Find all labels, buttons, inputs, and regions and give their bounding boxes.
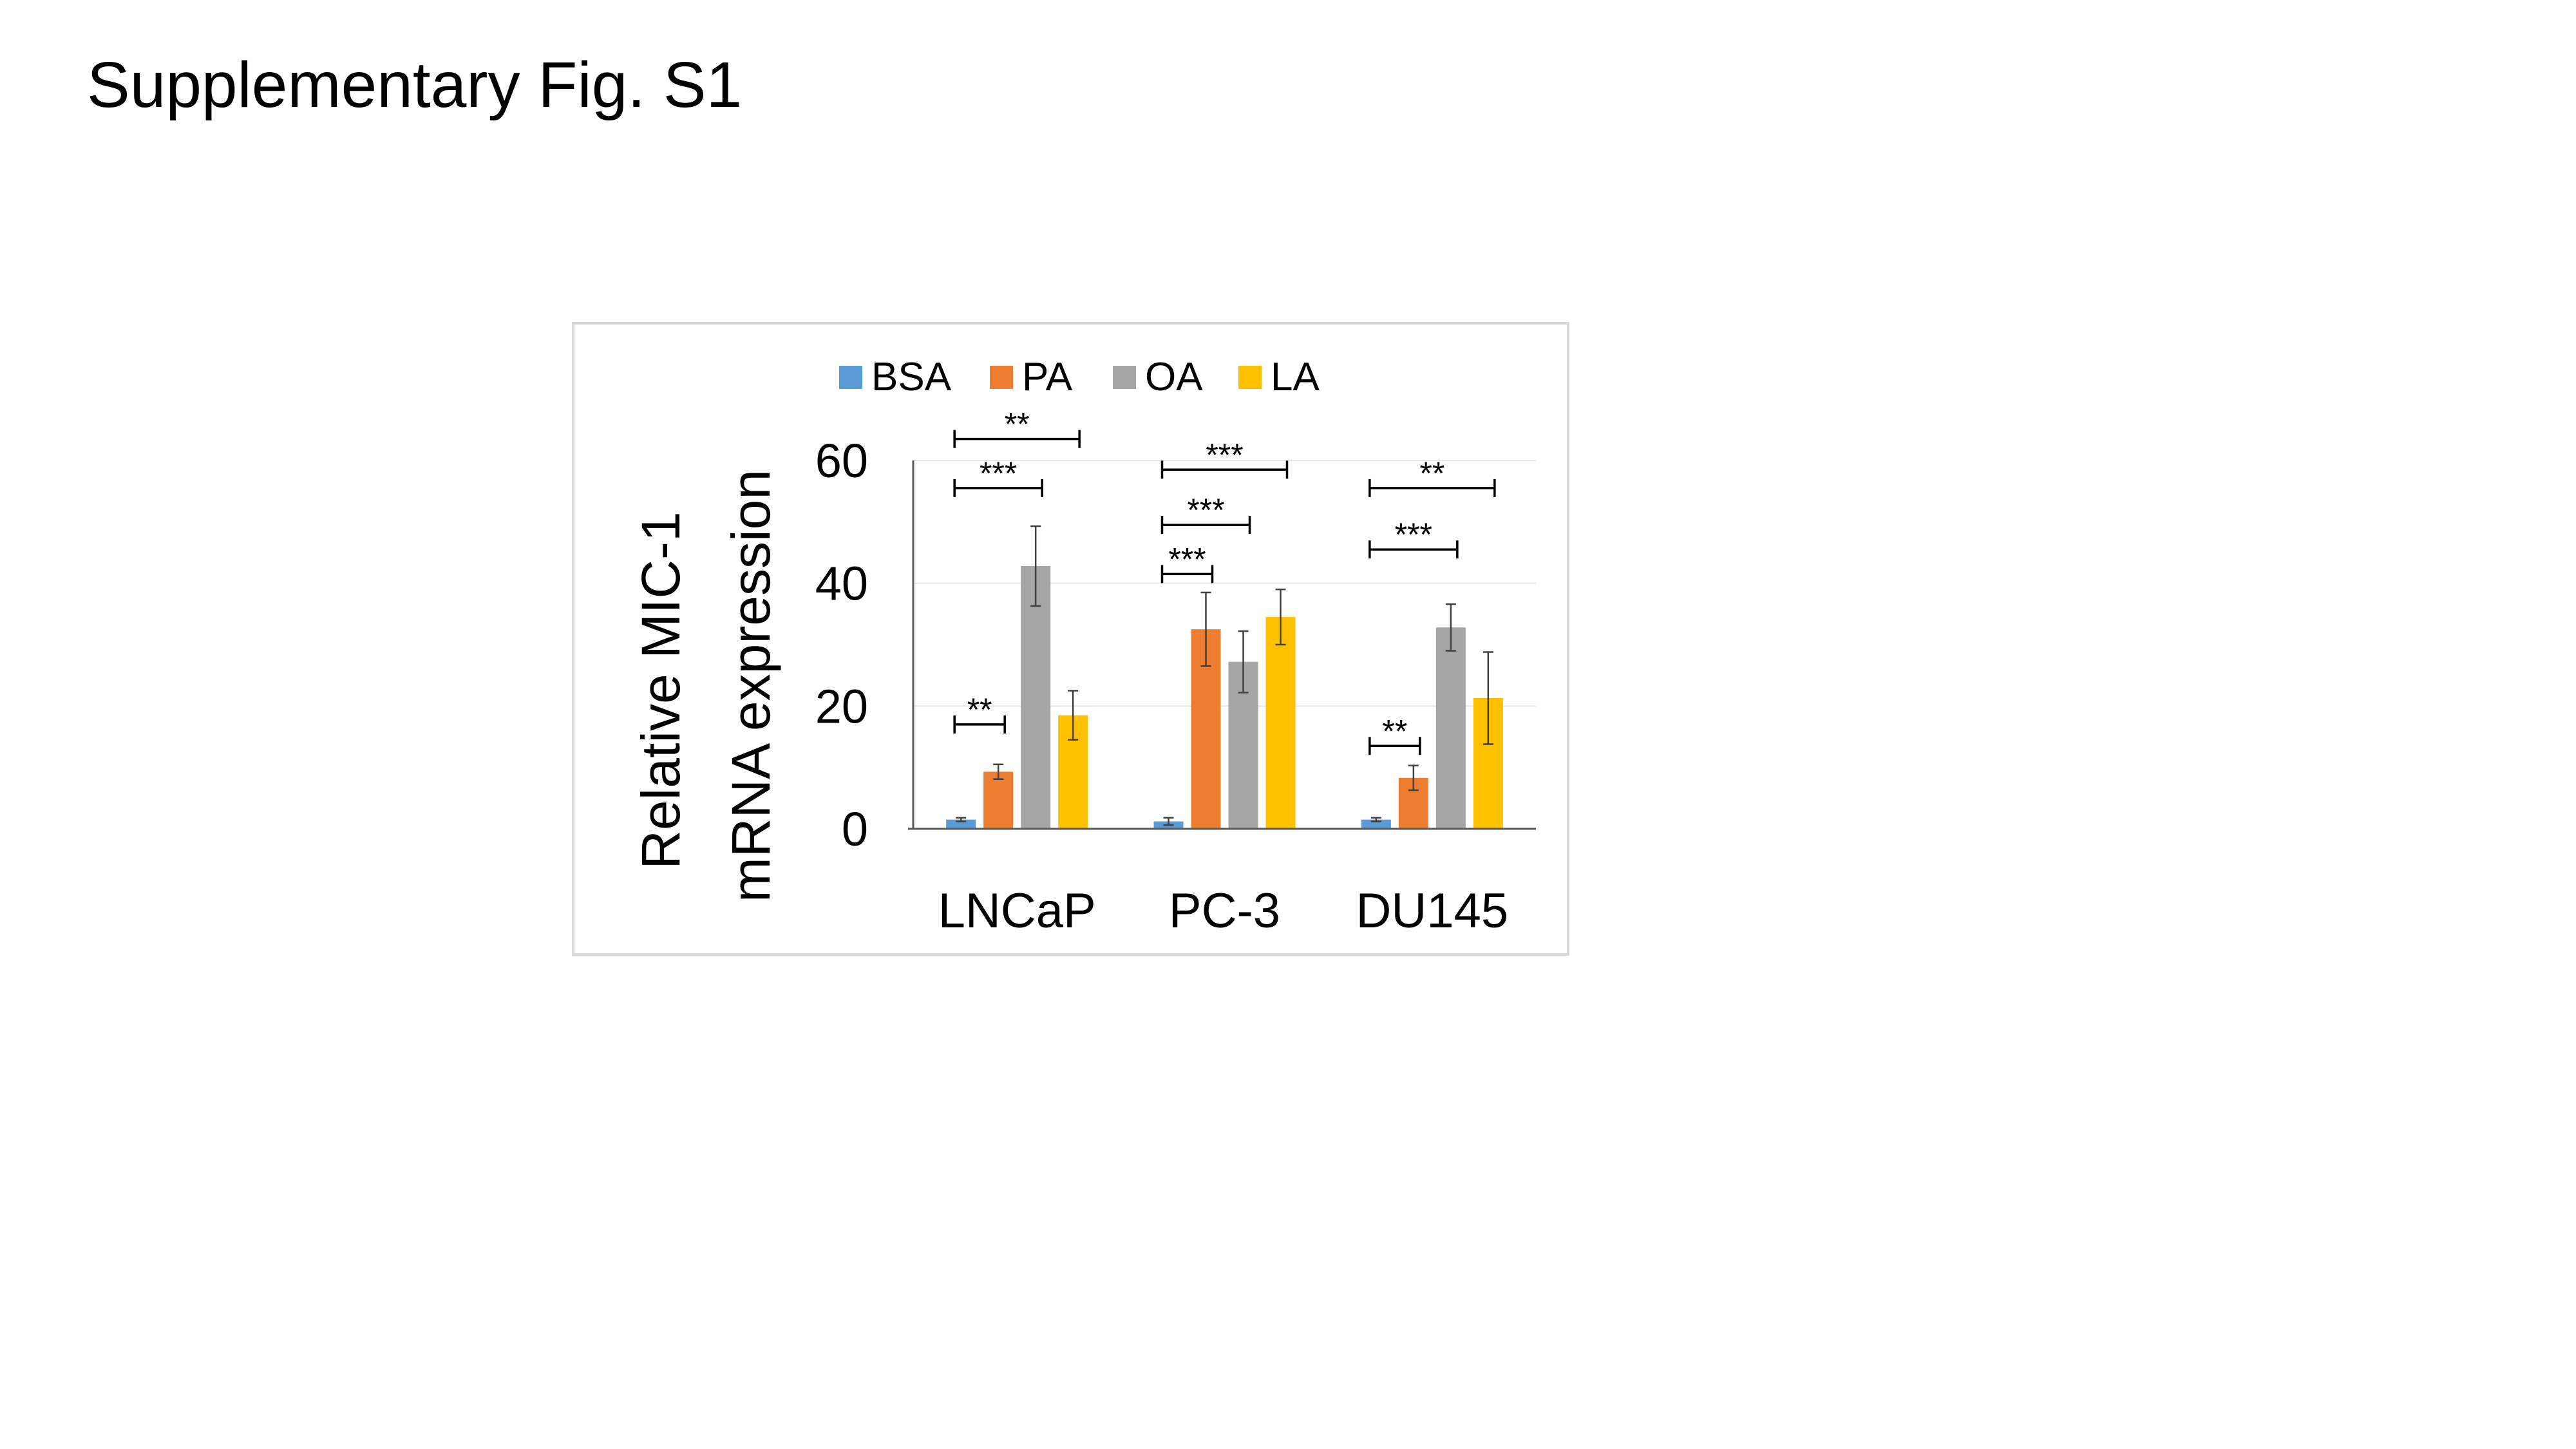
significance-brackets: *********************** xyxy=(953,406,1496,755)
bar-bsa xyxy=(1361,819,1391,829)
legend-swatch xyxy=(839,366,862,389)
legend-swatch xyxy=(990,366,1013,389)
y-tick-label: 60 xyxy=(815,434,868,488)
legend-label: BSA xyxy=(871,355,952,399)
legend-label: LA xyxy=(1271,355,1320,399)
x-tick-label: LNCaP xyxy=(938,884,1096,938)
bar-la xyxy=(1265,617,1296,829)
significance-label: *** xyxy=(1168,541,1206,577)
gridlines xyxy=(913,460,1536,707)
significance-label: ** xyxy=(967,692,992,728)
y-tick-labels: 0 20 40 60 xyxy=(815,434,868,856)
legend-label: PA xyxy=(1022,355,1073,399)
x-tick-labels: LNCaP PC-3 DU145 xyxy=(938,884,1508,938)
legend-swatch xyxy=(1113,366,1136,389)
y-tick-label: 40 xyxy=(815,557,868,611)
bar-oa xyxy=(1021,565,1051,829)
x-tick-label: DU145 xyxy=(1356,884,1509,938)
significance-label: *** xyxy=(1187,492,1224,528)
significance-label: ** xyxy=(1419,455,1444,491)
legend-swatch xyxy=(1238,366,1262,389)
significance-label: *** xyxy=(1395,516,1432,553)
error-bars xyxy=(956,525,1493,826)
significance-label: *** xyxy=(980,455,1017,491)
chart-frame xyxy=(572,322,1569,956)
y-tick-label: 20 xyxy=(815,679,868,733)
bar-pa xyxy=(983,772,1014,829)
legend-label: OA xyxy=(1145,355,1203,399)
y-axis-label-line-2: mRNA expression xyxy=(721,469,781,902)
bar-bsa xyxy=(946,819,976,829)
bar-oa xyxy=(1435,627,1466,829)
bars xyxy=(946,565,1503,829)
significance-label: ** xyxy=(1005,406,1030,442)
y-tick-label: 0 xyxy=(842,802,868,856)
significance-label: *** xyxy=(1206,437,1243,473)
x-tick-label: PC-3 xyxy=(1169,884,1280,938)
page-title: Supplementary Fig. S1 xyxy=(87,49,743,121)
significance-label: ** xyxy=(1382,713,1407,749)
y-axis-label-line-1: Relative MIC-1 xyxy=(630,511,691,869)
legend: BSA PA OA LA xyxy=(839,355,1320,399)
